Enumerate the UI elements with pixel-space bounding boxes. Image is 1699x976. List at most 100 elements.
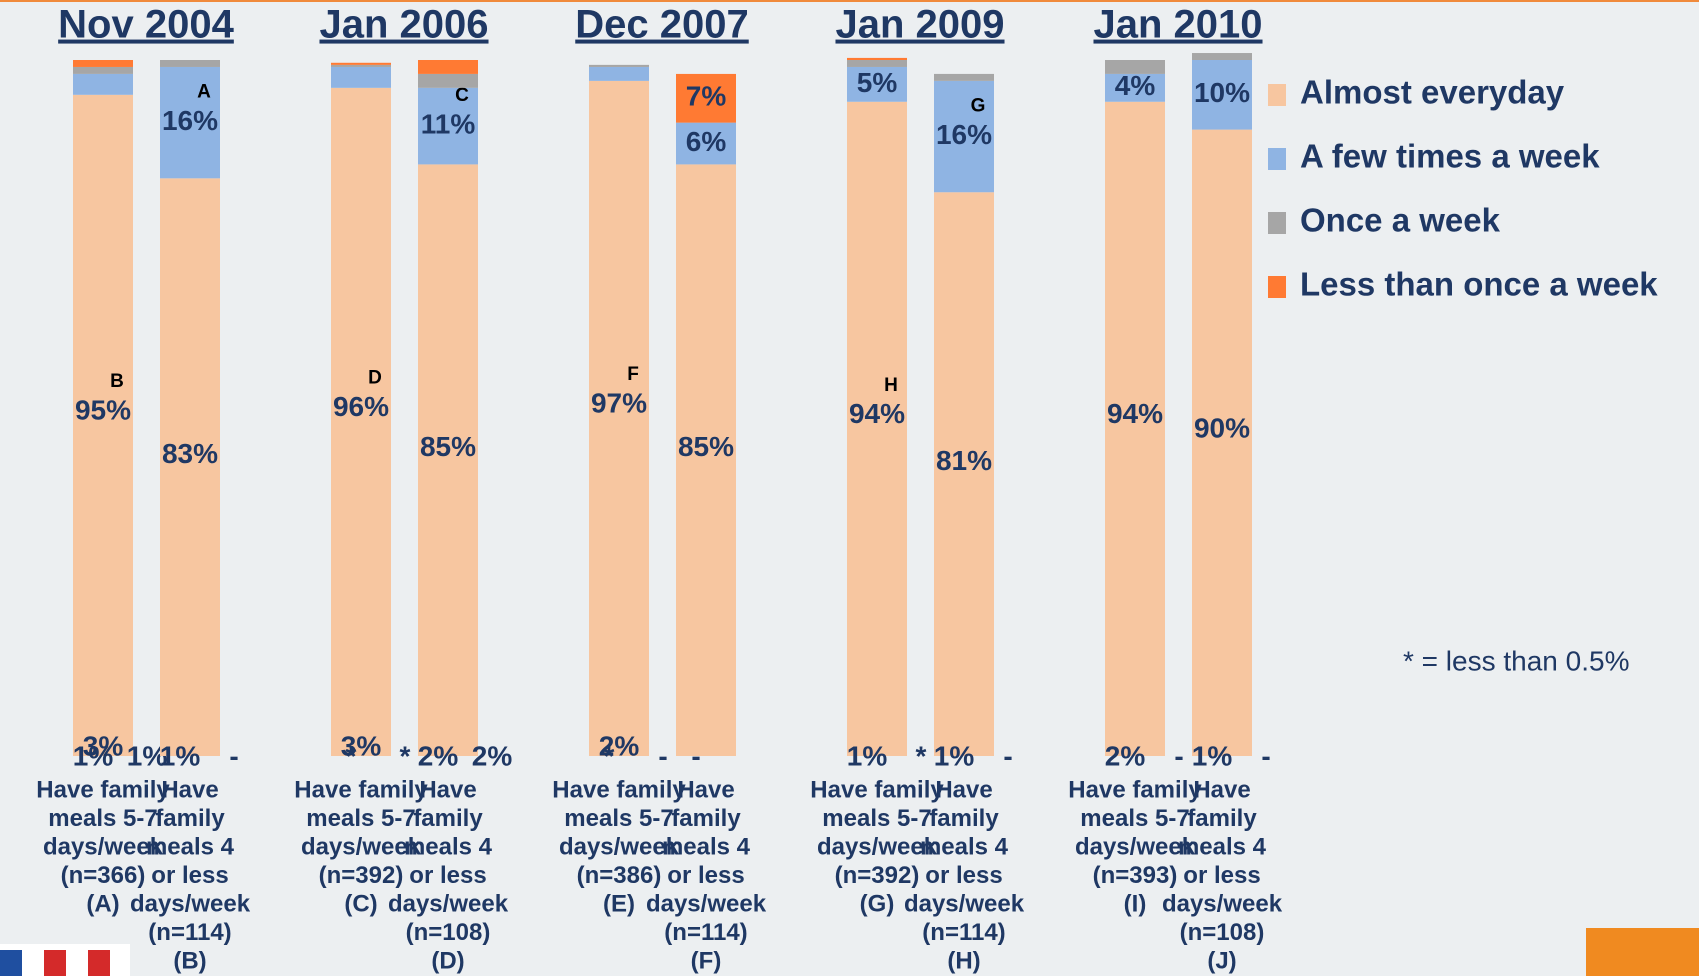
value-label: * [916,740,927,771]
value-label: 3% [83,730,124,761]
category-label: meals 4 [662,833,751,860]
category-label: family [929,805,999,832]
category-label: (n=386) [577,862,662,889]
category-label: meals 4 [1178,833,1267,860]
bar-segment [1105,101,1165,756]
legend-label: Once a week [1300,202,1501,239]
category-label: meals 5-7 [1080,805,1189,832]
value-label: 1% [934,740,975,771]
bar-segment [676,122,736,165]
category-label: days/week [1162,890,1283,917]
category-label: (n=114) [148,919,231,946]
bar-segment [934,73,994,81]
value-label: 2% [1105,740,1146,771]
value-label: 81% [936,445,992,476]
category-label: meals 4 [146,833,235,860]
value-label: 16% [162,105,218,136]
value-label: 1% [847,740,888,771]
value-label: 16% [936,119,992,150]
value-label: 96% [333,391,389,422]
group-title: Jan 2009 [835,3,1004,47]
group-title: Nov 2004 [58,3,234,47]
bar-segment [847,101,907,756]
value-label: * [400,740,411,771]
bar-segment [331,66,391,88]
bar-segment [589,66,649,81]
category-label: Have [1193,776,1250,803]
category-label: days/week [1075,833,1196,860]
bar-segment [589,64,649,67]
legend-label: Less than once a week [1300,266,1658,303]
significance-letter: B [110,371,124,392]
category-label: (n=108) [1180,919,1265,946]
legend-swatch [1268,276,1286,298]
value-label: - [1174,740,1183,771]
flag-stripe [88,950,110,976]
category-label: (J) [1207,947,1236,974]
significance-letter: H [884,375,898,396]
value-label: * [604,740,615,771]
category-label: (A) [86,890,119,917]
bar-segment [1192,129,1252,757]
category-label: Have [161,776,218,803]
category-label: (G) [860,890,895,917]
bar-segment [73,73,133,95]
category-label: meals 5-7 [306,805,415,832]
category-label: (I) [1124,890,1147,917]
value-label: 94% [849,398,905,429]
bar-segment [160,66,220,179]
bar-segment [418,73,478,88]
category-label: meals 5-7 [48,805,157,832]
category-label: (C) [344,890,377,917]
bar-segment [847,66,907,102]
category-label: days/week [43,833,164,860]
bar-segment [1192,53,1252,60]
group-title: Jan 2006 [319,3,488,47]
value-label: 95% [75,395,131,426]
flag-stripe [44,950,66,976]
bar-segment [331,87,391,757]
category-label: days/week [904,890,1025,917]
category-label: or less [1183,862,1260,889]
flag-stripe [0,950,22,976]
bar-segment [160,178,220,756]
category-label: Have [677,776,734,803]
category-label: meals 4 [920,833,1009,860]
value-label: 97% [591,387,647,418]
value-label: 7% [686,81,727,112]
category-label: (n=393) [1093,862,1178,889]
top-rule [0,0,1699,2]
value-label: 2% [599,730,640,761]
note: * = less than 0.5% [1403,645,1629,676]
category-label: (n=392) [319,862,404,889]
value-label: 1% [160,740,201,771]
bar-segment [589,80,649,756]
value-label: 6% [686,126,727,157]
bar-segment [331,64,391,67]
category-label: or less [925,862,1002,889]
category-label: (n=114) [664,919,747,946]
bar-segment [331,62,391,65]
value-label: 85% [678,431,734,462]
value-label: 1% [1192,740,1233,771]
legend-swatch [1268,84,1286,106]
value-label: 10% [1194,77,1250,108]
category-label: or less [409,862,486,889]
legend-label: A few times a week [1300,138,1600,175]
group-title: Jan 2010 [1093,3,1262,47]
category-label: days/week [646,890,767,917]
category-label: (H) [947,947,980,974]
bar-segment [934,80,994,193]
bar-segment [676,164,736,756]
category-label: Have family [294,776,428,803]
value-label: - [229,740,238,771]
category-label: family [1187,805,1257,832]
category-label: meals 4 [404,833,493,860]
value-label: 94% [1107,398,1163,429]
bar-segment [676,73,736,123]
value-label: 1% [73,740,114,771]
significance-letter: A [197,82,211,103]
bar-segment [1105,60,1165,74]
category-label: meals 5-7 [564,805,673,832]
category-label: days/week [817,833,938,860]
